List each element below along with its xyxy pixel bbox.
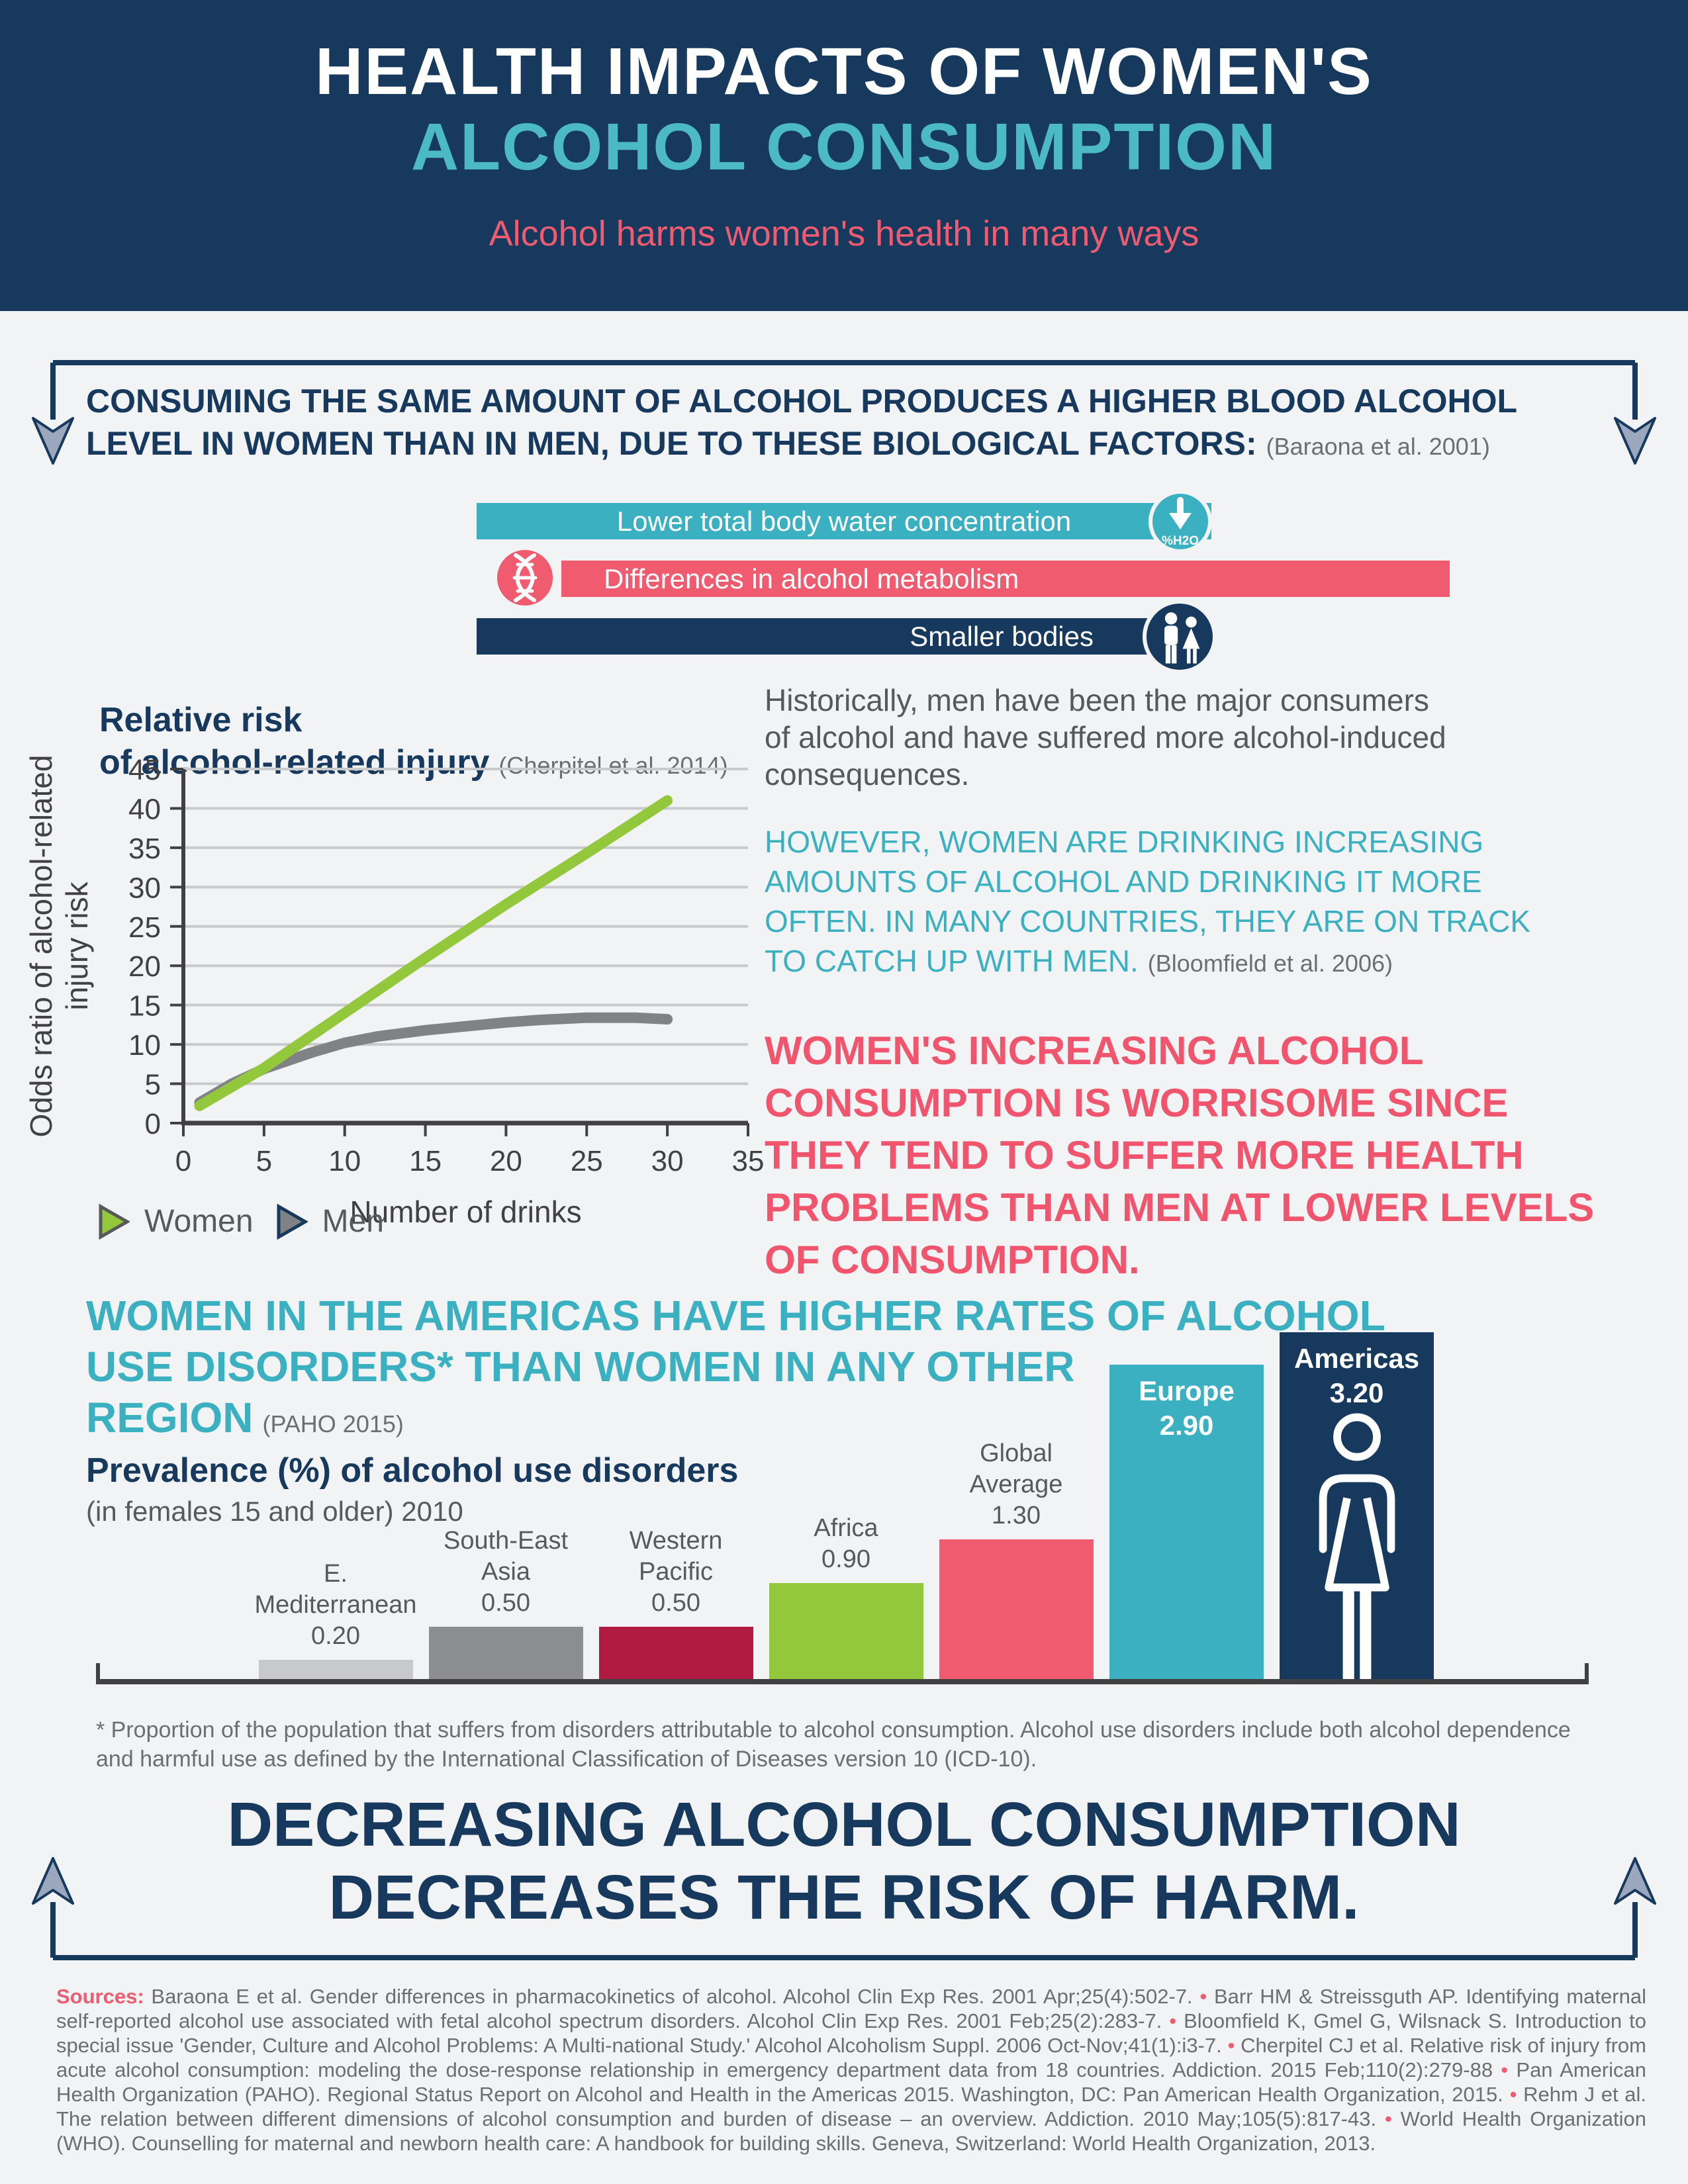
down-arrow-h2o-icon: %H2O [1149, 490, 1212, 553]
sources-label: Sources: [56, 1985, 144, 2008]
bar-label: Europe 2.90 [1139, 1375, 1235, 1441]
svg-text:35: 35 [128, 833, 161, 865]
page-title-line2: ALCOHOL CONSUMPTION [410, 110, 1278, 184]
svg-text:0: 0 [145, 1108, 161, 1140]
svg-text:15: 15 [409, 1145, 442, 1177]
svg-text:20: 20 [490, 1145, 522, 1177]
bar-label: Western Pacific 0.50 [629, 1527, 723, 1617]
svg-text:15: 15 [128, 990, 161, 1023]
narrative-para-historically: Historically, men have been the major co… [765, 683, 1446, 792]
factor-bar-metabolism: Differences in alcohol metabolism [561, 561, 1450, 597]
page-title-line1: HEALTH IMPACTS OF WOMEN'S [315, 34, 1373, 109]
footnote: * Proportion of the population that suff… [96, 1717, 1571, 1772]
bar-label: Global Average 1.30 [969, 1439, 1063, 1529]
bar-label: South-East Asia 0.50 [444, 1527, 568, 1617]
svg-text:25: 25 [128, 911, 161, 944]
bar-global-average [939, 1539, 1094, 1682]
disorders-heading: WOMEN IN THE AMERICAS HAVE HIGHER RATES … [86, 1292, 1385, 1441]
svg-text:10: 10 [128, 1029, 161, 1062]
page-subtitle: Alcohol harms women's health in many way… [489, 214, 1199, 253]
paho-citation: (PAHO 2015) [262, 1410, 404, 1437]
closing-heading: DECREASING ALCOHOL CONSUMPTION DECREASES… [227, 1790, 1461, 1933]
narrative-para-however: HOWEVER, WOMEN ARE DRINKING INCREASING A… [765, 825, 1531, 978]
svg-text:45: 45 [128, 754, 161, 786]
bullet-separator: • [1169, 2009, 1177, 2032]
svg-text:Number of drinks: Number of drinks [350, 1195, 581, 1229]
dna-icon [493, 546, 557, 610]
narrative-para-worrisome: WOMEN'S INCREASING ALCOHOL CONSUMPTION I… [765, 1028, 1595, 1282]
bar-label: E. Mediterranean 0.20 [254, 1560, 417, 1650]
legend-item-women: Women [98, 1203, 254, 1240]
header: HEALTH IMPACTS OF WOMEN'S ALCOHOL CONSUM… [0, 0, 1688, 311]
factor-label: Differences in alcohol metabolism [604, 563, 1019, 594]
bar-label: Africa 0.90 [814, 1514, 878, 1573]
man-woman-icon [1143, 600, 1217, 674]
factor-label: Lower total body water concentration [616, 505, 1072, 537]
factors-citation: (Baraona et al. 2001) [1266, 433, 1490, 460]
bullet-separator: • [1501, 2058, 1509, 2081]
svg-text:30: 30 [651, 1145, 684, 1177]
bullet-separator: • [1227, 2034, 1235, 2057]
factor-bar-body-water: Lower total body water concentration [477, 503, 1211, 539]
svg-text:Odds ratio of alcohol-related: Odds ratio of alcohol-related [24, 755, 58, 1138]
women-triangle-icon [99, 1203, 130, 1240]
bar-americas: Americas 3.20 [1280, 1332, 1434, 1682]
svg-text:10: 10 [328, 1145, 361, 1177]
bullet-separator: • [1384, 2107, 1392, 2130]
up-arrow-icon [1614, 1857, 1656, 1905]
injury-line-chart: 0 5 10 15 20 25 30 35 40 45 0 5 10 15 20 25 30 35 Number o… [24, 754, 765, 1229]
factors-heading: CONSUMING THE SAME AMOUNT OF ALCOHOL PRO… [86, 380, 1635, 468]
factors-heading-text: CONSUMING THE SAME AMOUNT OF ALCOHOL PRO… [86, 383, 1518, 462]
legend-item-men: Men [276, 1203, 384, 1240]
sources: Sources: Baraona E et al. Gender differe… [56, 1985, 1647, 2155]
svg-text:40: 40 [128, 793, 161, 825]
svg-text:injury risk: injury risk [60, 881, 94, 1010]
bracket-stems [50, 1902, 1638, 1958]
up-arrow-icon [32, 1857, 74, 1905]
svg-text:25: 25 [571, 1145, 603, 1177]
factor-label: Smaller bodies [910, 620, 1094, 652]
svg-text:0: 0 [175, 1145, 191, 1177]
bottom-bracket [32, 1857, 1656, 1960]
chart-legend: Women Men [98, 1203, 384, 1240]
down-arrow-icon [32, 417, 74, 465]
bar-e-mediterranean [259, 1660, 413, 1682]
bar-label: Americas 3.20 [1293, 1343, 1420, 1408]
bar-western-pacific [599, 1627, 753, 1682]
top-bracket [32, 360, 1656, 465]
bar-south-east-asia [429, 1627, 583, 1682]
injury-chart-citation: (Cherpitel et al. 2014) [498, 752, 728, 779]
svg-text:%H2O: %H2O [1162, 534, 1199, 548]
men-triangle-icon [277, 1203, 308, 1240]
bar-chart-axis [96, 1663, 1589, 1684]
bullet-separator: • [1199, 1985, 1207, 2008]
bar-chart-title: Prevalence (%) of alcohol use disorders [86, 1451, 739, 1490]
bar-europe: Europe 2.90 [1109, 1365, 1264, 1682]
bloomfield-citation: (Bloomfield et al. 2006) [1147, 950, 1393, 977]
factor-bar-smaller-bodies: Smaller bodies [477, 618, 1206, 655]
svg-text:20: 20 [128, 950, 161, 983]
bar-africa [769, 1583, 923, 1682]
injury-chart-title: Relative risk of alcohol-related injury(… [99, 701, 728, 782]
bracket-stems [50, 363, 1638, 420]
woman-figure-icon [1319, 1413, 1395, 1682]
svg-text:30: 30 [128, 872, 161, 904]
svg-text:35: 35 [732, 1145, 765, 1177]
bullet-separator: • [1509, 2083, 1517, 2106]
svg-text:5: 5 [256, 1145, 272, 1177]
svg-text:5: 5 [145, 1069, 161, 1101]
bar-chart-subtitle: (in females 15 and older) 2010 [86, 1496, 463, 1527]
down-arrow-icon [1614, 417, 1656, 465]
prevalence-bar-chart: E. Mediterranean 0.20 South-East Asia 0.5… [96, 1317, 1589, 1682]
